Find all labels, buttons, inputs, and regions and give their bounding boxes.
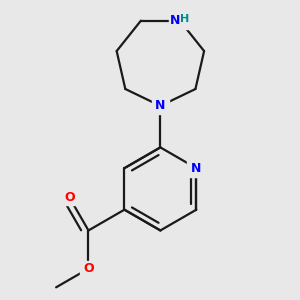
Bar <box>169 13 191 29</box>
Text: O: O <box>64 191 75 204</box>
Bar <box>152 98 169 114</box>
Bar <box>80 261 97 277</box>
Text: N: N <box>169 14 180 27</box>
Text: N: N <box>155 99 166 112</box>
Bar <box>61 189 77 206</box>
Bar <box>187 160 206 177</box>
Text: N: N <box>191 162 202 175</box>
Text: O: O <box>83 262 94 275</box>
Text: H: H <box>180 14 189 24</box>
